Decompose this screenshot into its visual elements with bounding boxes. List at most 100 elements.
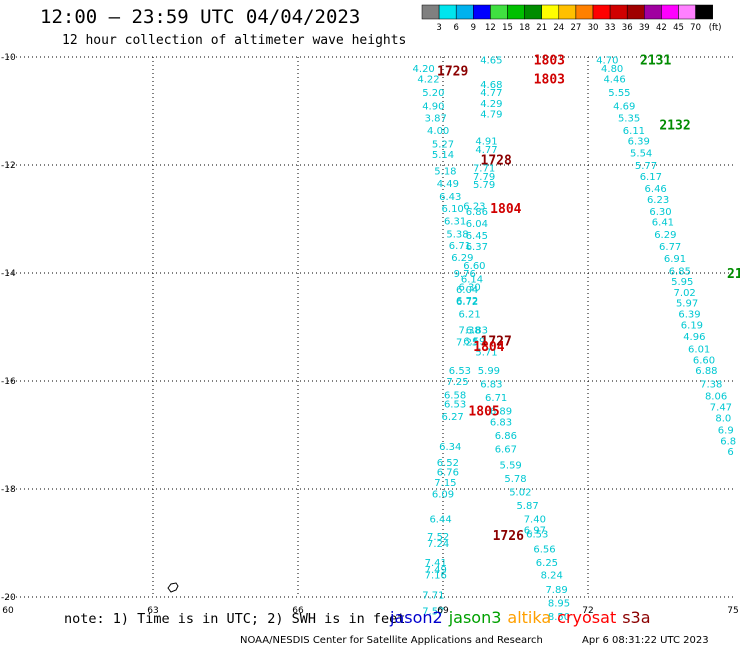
colorbar-label: 18 [519, 23, 530, 33]
wave-height-label: 7.47 [710, 402, 732, 413]
axis-ticks: 60 63 66 69 72 75 -10 -12 -14 -16 -18 -20 [1, 53, 739, 616]
wave-height-label: 4.22 [417, 75, 439, 86]
wave-height-label: 6.52 [437, 458, 459, 469]
colorbar-swatch [644, 4, 662, 20]
island-outline [167, 582, 179, 593]
wave-height-label: 4.00 [427, 126, 449, 137]
wave-height-label: 8.24 [541, 570, 563, 581]
wave-height-label: 3.87 [425, 113, 447, 124]
wave-height-label: 6.43 [439, 192, 461, 203]
colorbar-label: 33 [605, 23, 616, 33]
x-tick-label: 63 [147, 606, 158, 616]
x-tick-label: 69 [437, 606, 449, 616]
wave-height-label: 6.71 [449, 241, 471, 252]
wave-height-label: 4.70 [596, 56, 618, 67]
colorbar-swatch [524, 4, 542, 20]
wave-height-label: 6.25 [536, 558, 558, 569]
wave-height-label: 6.37 [466, 242, 488, 253]
wave-height-label: 6.34 [439, 442, 461, 453]
colorbar-swatch [507, 4, 525, 20]
wave-height-label: 7.16 [425, 570, 447, 581]
wave-height-label: 5.35 [618, 113, 640, 124]
wave-height-label: 6.14 [461, 274, 483, 285]
wave-height-label: 6.83 [480, 380, 502, 391]
satellite-legend: jason2 jason3 altika cryosat s3a [390, 608, 657, 627]
wave-height-label: 7.38 [700, 380, 722, 391]
wave-height-label: 6.9 [718, 426, 734, 437]
wave-height-label: 6.60 [463, 261, 485, 272]
colorbar-swatch [490, 4, 508, 20]
wave-height-label: 5.95 [671, 277, 693, 288]
wave-height-label: 7.71 [422, 590, 444, 601]
wave-height-label: 4.90 [422, 102, 444, 113]
wave-height-label: 6.01 [688, 345, 710, 356]
wave-height-label: 6.45 [466, 231, 488, 242]
wave-height-label: 7.25 [446, 377, 468, 388]
time-label: 1727 [481, 335, 512, 350]
wave-height-label: 7.15 [434, 478, 456, 489]
colorbar-swatch [558, 4, 577, 20]
wave-height-label: 4.96 [683, 332, 705, 343]
wave-height-label: 4.65 [480, 56, 502, 67]
wave-height-label: 4.77 [480, 88, 502, 99]
wave-height-label: 6.67 [495, 445, 517, 456]
wave-height-label: 4.80 [601, 64, 623, 75]
wave-height-label: 4.69 [613, 102, 635, 113]
wave-height-label: 4.29 [480, 99, 502, 110]
wave-height-label: 4.20 [413, 64, 435, 75]
wave-height-label: 5.55 [608, 88, 630, 99]
wave-height-label: 7.71 [473, 164, 495, 175]
wave-height-label: 6.97 [524, 526, 546, 537]
wave-height-label: 6.09 [432, 489, 454, 500]
time-label: 1804 [473, 340, 504, 355]
wave-height-label: 6.58 [444, 391, 466, 402]
wave-height-label: 4.77 [475, 145, 497, 156]
wave-height-label: 6.27 [442, 412, 464, 423]
colorbar-label: 70 [690, 23, 701, 33]
wave-height-label: 6.30 [458, 283, 480, 294]
wave-height-label: 6.77 [659, 242, 681, 253]
colorbar-swatch [592, 4, 611, 20]
wave-height-label: 7.79 [473, 172, 495, 183]
y-tick-label: -16 [1, 377, 16, 387]
colorbar-label: 39 [639, 23, 650, 33]
colorbar-unit: (ft) [709, 23, 722, 33]
wave-height-label: 6.76 [437, 468, 459, 479]
x-tick-label: 75 [727, 606, 738, 616]
wave-height-label: 6.30 [649, 207, 671, 218]
x-tick-label: 60 [2, 606, 14, 616]
wave-height-label: 7.25 [456, 338, 478, 349]
credit-text: NOAA/NESDIS Center for Satellite Applica… [240, 635, 543, 646]
wave-height-label: 6.41 [652, 218, 674, 229]
wave-height-label: 6.39 [628, 137, 650, 148]
note-text: note: 1) Time is in UTC; 2) SWH is in fe… [64, 611, 406, 627]
wave-height-label: 5.77 [635, 161, 657, 172]
wave-height-label: 7.52 [427, 532, 449, 543]
time-label: 1729 [437, 65, 468, 80]
wave-height-label: 9.76 [454, 269, 476, 280]
wave-height-label: 6.86 [466, 207, 488, 218]
wave-height-label: 5.79 [473, 180, 495, 191]
y-tick-label: -20 [1, 593, 16, 603]
wave-height-label: 6.04 [466, 219, 488, 230]
wave-height-label: 6.17 [640, 172, 662, 183]
colorbar-swatch [626, 4, 645, 20]
colorbar-label: 21 [536, 23, 547, 33]
wave-height-label: 5.87 [516, 501, 538, 512]
wave-height-label: 7.41 [425, 558, 447, 569]
wave-height-label: 5.02 [509, 488, 531, 499]
time-label: 1803 [534, 73, 565, 88]
x-tick-label: 66 [292, 606, 304, 616]
colorbar-swatch [438, 4, 457, 20]
colorbar-label: 42 [656, 23, 667, 33]
wave-height-label: 6.71 [485, 393, 507, 404]
time-label: 2131 [640, 54, 671, 69]
colorbar-swatch [455, 4, 474, 20]
wave-height-label: 4.46 [603, 75, 625, 86]
legend-item-jason2: jason2 [390, 608, 443, 627]
wave-height-label: 6.83 [490, 418, 512, 429]
colorbar-label: 9 [471, 23, 476, 33]
timestamp-text: Apr 6 08:31:22 UTC 2023 [582, 635, 709, 646]
legend-item-jason3: jason3 [448, 608, 502, 627]
wave-height-label: 7.89 [545, 585, 567, 596]
